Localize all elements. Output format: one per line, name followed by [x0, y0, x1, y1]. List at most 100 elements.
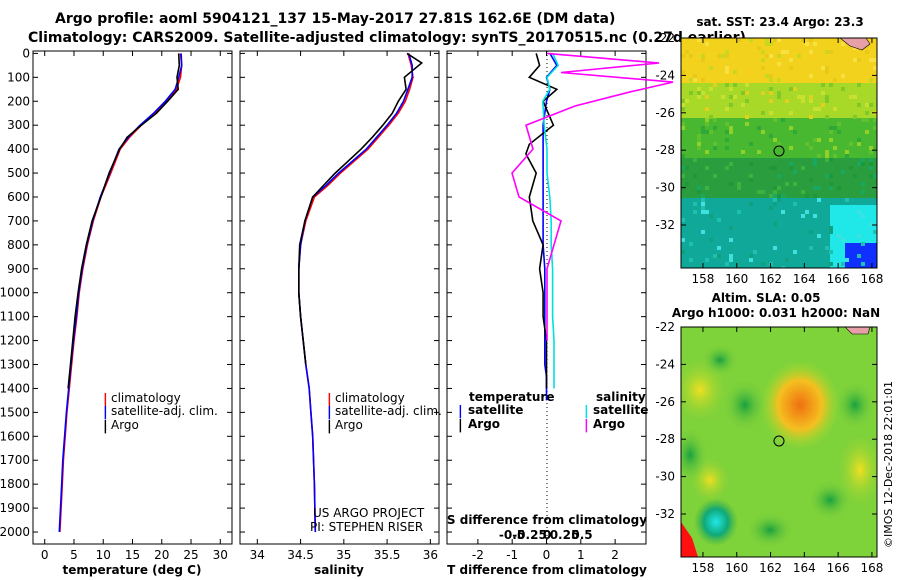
- sst-pixel: [749, 178, 753, 182]
- lat-tick-label: -32: [655, 507, 675, 521]
- sst-pixel: [757, 126, 761, 130]
- sst-pixel: [761, 130, 765, 134]
- sst-pixel: [713, 146, 717, 150]
- sst-pixel: [861, 190, 865, 194]
- depth-axis: 0 100 200 300 400 500 600 700 800 900 1000 1100 1200…: [0, 46, 232, 539]
- salinity-depth-ticks: [240, 52, 439, 533]
- sst-pixel-texture: [681, 38, 877, 268]
- lat-tick-label: -22: [655, 31, 675, 45]
- sst-pixel: [793, 170, 797, 174]
- temperature-panel: 0100200300400500600700800900100011001200…: [0, 46, 233, 577]
- sst-pixel: [773, 186, 777, 190]
- lon-tick-label: 164: [793, 561, 816, 575]
- legend-t-satellite: satellite: [468, 403, 523, 417]
- title-line-2: Climatology: CARS2009. Satellite-adjuste…: [28, 30, 746, 46]
- sla-lat-axis: -22 -24 -26 -28 -30 -32: [655, 320, 877, 521]
- sst-pixel: [861, 118, 865, 122]
- sst-pixel: [861, 182, 865, 186]
- s-tick-label: -0.5: [499, 528, 525, 542]
- x-tick-label: -1: [506, 548, 518, 562]
- sst-pixel: [781, 210, 785, 214]
- sst-pixel: [861, 162, 865, 166]
- lon-tick-label: 160: [725, 561, 748, 575]
- sst-pixel: [813, 42, 817, 46]
- sst-pixel: [725, 70, 729, 74]
- sst-pixel: [725, 166, 729, 170]
- sst-pixel: [849, 166, 853, 170]
- sst-pixel: [781, 50, 785, 54]
- sst-pixel: [705, 122, 709, 126]
- legend-temp-argo-marker: |: [103, 419, 108, 434]
- sst-pixel: [717, 218, 721, 222]
- sst-pixel: [681, 238, 685, 242]
- sst-pixel: [873, 118, 877, 122]
- sst-pixel: [789, 146, 793, 150]
- sst-pixel: [801, 190, 805, 194]
- sst-pixel: [869, 103, 873, 107]
- sst-pixel: [773, 194, 777, 198]
- depth-tick-label: 1900: [0, 501, 30, 515]
- sst-pixel: [801, 214, 805, 218]
- sst-pixel: [749, 202, 753, 206]
- series-line-argo: [298, 52, 424, 365]
- sst-pixel: [829, 83, 833, 87]
- sst-pixel: [789, 166, 793, 170]
- sst-pixel: [809, 246, 813, 250]
- lon-tick-label: 168: [860, 561, 883, 575]
- sst-pixel: [737, 38, 741, 42]
- sst-pixel: [737, 182, 741, 186]
- x-tick-label: 36: [423, 548, 438, 562]
- sst-band-3: [681, 118, 877, 158]
- sst-pixel: [857, 103, 861, 107]
- sst-pixel: [781, 194, 785, 198]
- sst-pixel: [713, 174, 717, 178]
- sst-pixel: [829, 50, 833, 54]
- sst-pixel: [777, 78, 781, 82]
- sst-pixel: [749, 254, 753, 258]
- sst-pixel: [865, 111, 869, 115]
- sst-pixel: [701, 91, 705, 95]
- sst-pixel: [761, 111, 765, 115]
- sst-pixel: [737, 210, 741, 214]
- sst-pixel: [873, 66, 877, 70]
- sst-pixel: [785, 182, 789, 186]
- lat-tick-label: -26: [655, 395, 675, 409]
- sla-high-1: [760, 360, 840, 450]
- sst-pixel: [833, 126, 837, 130]
- sst-pixel: [825, 150, 829, 154]
- lon-tick-label: 160: [725, 272, 748, 286]
- sst-pixel: [777, 38, 781, 42]
- sst-pixel: [701, 194, 705, 198]
- sst-pixel: [705, 130, 709, 134]
- legend-heading-temperature: temperature: [469, 390, 554, 404]
- depth-tick-label: 1200: [0, 334, 30, 348]
- sst-pixel: [725, 66, 729, 70]
- sst-pixel: [689, 91, 693, 95]
- sst-pixel: [773, 118, 777, 122]
- sst-pixel: [769, 111, 773, 115]
- s-tick-label: -0.25: [512, 528, 547, 542]
- sst-pixel: [693, 74, 697, 78]
- sst-pixel: [865, 130, 869, 134]
- sst-map-frame: [680, 37, 878, 269]
- sst-pixel: [761, 58, 765, 62]
- sst-pixel: [761, 66, 765, 70]
- sst-pixel: [721, 95, 725, 99]
- sst-pixel: [777, 95, 781, 99]
- legend-t-argo: Argo: [468, 417, 500, 431]
- legend-temp-satellite: satellite-adj. clim.: [111, 404, 218, 418]
- sst-pixel: [841, 87, 845, 91]
- legend-t-satellite-marker: |: [458, 404, 463, 419]
- sst-pixel: [809, 74, 813, 78]
- sst-pixel: [809, 178, 813, 182]
- sst-pixel: [713, 83, 717, 87]
- sst-pixel: [681, 70, 685, 74]
- sst-pixel: [817, 138, 821, 142]
- sst-pixel: [693, 202, 697, 206]
- x-tick-label: 30: [213, 548, 228, 562]
- x-tick-label: 35: [336, 548, 351, 562]
- sst-pixel: [729, 254, 733, 258]
- sst-pixel: [825, 99, 829, 103]
- temperature-axis: 0 5 10 15 20 25 30: [41, 51, 228, 562]
- sst-pixel: [729, 87, 733, 91]
